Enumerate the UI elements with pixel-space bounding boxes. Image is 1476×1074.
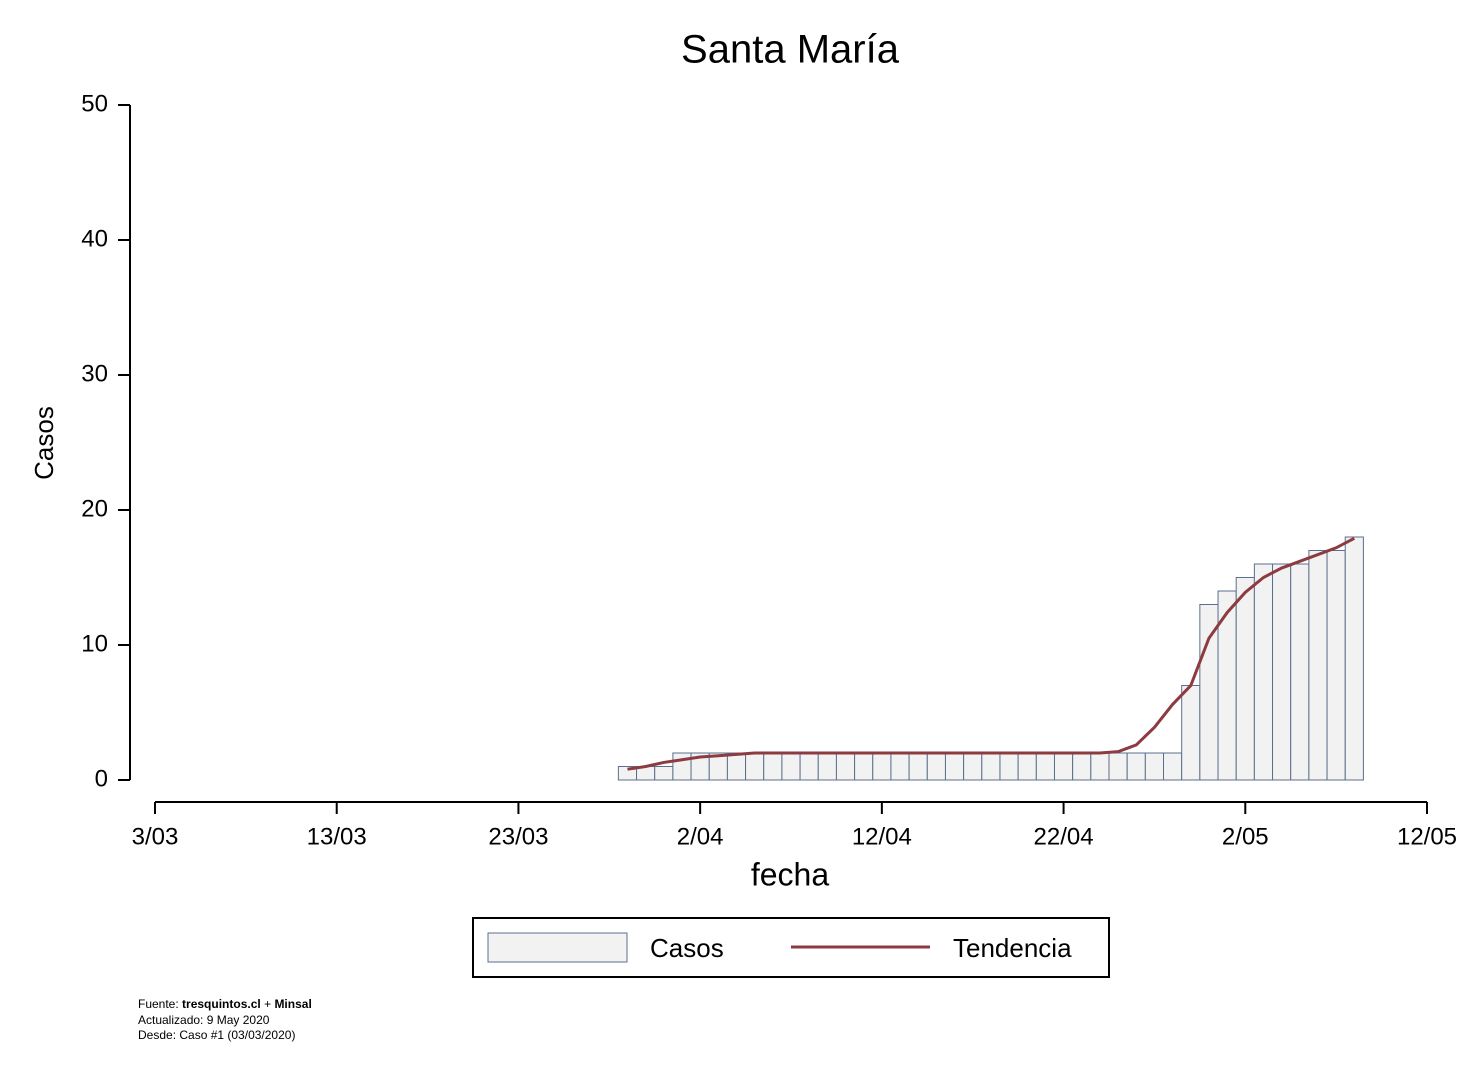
x-tick-label: 3/03 [132, 823, 179, 850]
bar [726, 752, 747, 781]
bar [654, 766, 674, 781]
footnote-sep: + [264, 997, 271, 1011]
y-tick-label: 20 [81, 495, 108, 522]
footnote-since: Desde: Caso #1 (03/03/2020) [138, 1028, 295, 1042]
x-tick-label: 2/04 [677, 823, 724, 850]
x-tick-label: 13/03 [307, 823, 367, 850]
bar [1344, 536, 1364, 781]
x-tick-label: 23/03 [488, 823, 548, 850]
bar [1235, 577, 1255, 781]
x-tick-label: 22/04 [1034, 823, 1094, 850]
footnote-label: Fuente: [138, 997, 179, 1011]
y-axis-label: Casos [29, 406, 59, 480]
y-tick-label: 0 [95, 765, 108, 792]
footnote-source: Fuente: tresquintos.cl + Minsal [138, 997, 312, 1011]
bar [1108, 752, 1128, 781]
bar [1326, 550, 1346, 781]
bar [981, 752, 1001, 781]
bar [1181, 685, 1201, 781]
y-tick-label: 50 [81, 90, 108, 117]
x-tick-label: 12/04 [852, 823, 912, 850]
bar [1272, 563, 1292, 781]
bar [1072, 752, 1092, 781]
bar [781, 752, 801, 781]
bar [926, 752, 946, 781]
bar [1308, 550, 1328, 781]
y-tick-label: 30 [81, 360, 108, 387]
bar [1126, 752, 1146, 781]
bar [1035, 752, 1055, 781]
bar [763, 752, 783, 781]
bar [1090, 752, 1110, 781]
legend-label: Tendencia [953, 933, 1072, 963]
bar [1253, 563, 1274, 781]
legend-swatch [487, 932, 628, 963]
footnote-site: tresquintos.cl [182, 997, 261, 1011]
bar [835, 752, 856, 781]
bar [799, 752, 819, 781]
x-tick-label: 12/05 [1397, 823, 1457, 850]
legend-label: Casos [650, 933, 724, 963]
bar [908, 752, 928, 781]
bar [854, 752, 874, 781]
x-axis-label: fecha [751, 856, 829, 892]
bar [1144, 752, 1165, 781]
bar [1017, 752, 1037, 781]
x-tick-label: 2/05 [1222, 823, 1269, 850]
footnote-updated: Actualizado: 9 May 2020 [138, 1013, 270, 1027]
chart-title: Santa María [681, 28, 900, 72]
bar [672, 752, 692, 781]
footnote-org: Minsal [274, 997, 311, 1011]
bar [745, 752, 765, 781]
y-tick-label: 10 [81, 630, 108, 657]
bar [944, 752, 965, 781]
bar [890, 752, 910, 781]
y-tick-label: 40 [81, 225, 108, 252]
bar [999, 752, 1019, 781]
bar [1163, 752, 1183, 781]
bar [963, 752, 983, 781]
bar [872, 752, 892, 781]
bar [817, 752, 837, 781]
bar [1053, 752, 1074, 781]
bar [1290, 563, 1310, 781]
trend-line [627, 537, 1356, 771]
